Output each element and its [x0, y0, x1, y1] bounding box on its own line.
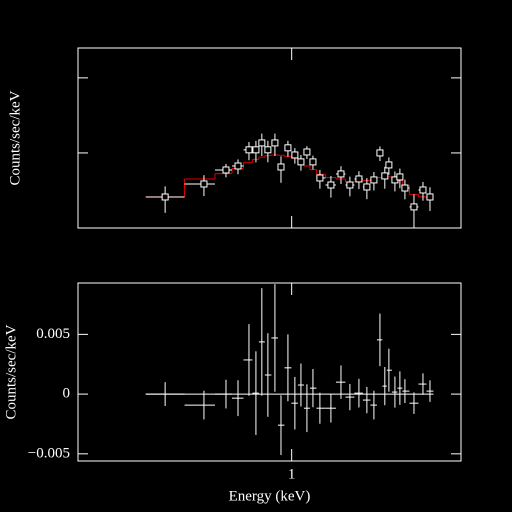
data-point — [410, 203, 418, 211]
data-point — [385, 161, 393, 169]
data-point — [258, 139, 266, 147]
data-point — [264, 146, 272, 154]
y-axis-label: Counts/sec/keV — [3, 324, 19, 419]
data-point — [291, 151, 299, 159]
data-point — [327, 181, 335, 189]
y-tick-label: 0.005 — [36, 326, 70, 342]
frame — [77, 282, 462, 462]
data-point — [355, 175, 363, 183]
y-tick-label: 0 — [63, 386, 71, 402]
data-point — [396, 173, 404, 181]
data-point — [316, 174, 324, 182]
y-tick-label: −0.005 — [28, 445, 70, 461]
data-point — [271, 139, 279, 147]
data-point — [252, 146, 260, 154]
data-point — [370, 176, 378, 184]
data-point — [234, 162, 242, 170]
y-axis-label: Counts/sec/keV — [7, 90, 23, 185]
data-point — [337, 170, 345, 178]
data-point — [401, 184, 409, 192]
data-point — [303, 148, 311, 156]
data-point — [419, 186, 427, 194]
data-point — [222, 166, 230, 174]
data-point — [346, 181, 354, 189]
data-point — [363, 183, 371, 191]
data-point — [200, 180, 208, 188]
data-point — [426, 193, 434, 201]
data-point — [297, 158, 305, 166]
data-point — [376, 149, 384, 157]
x-tick-label: 1 — [288, 466, 296, 482]
data-point — [284, 144, 292, 152]
data-point — [277, 163, 285, 171]
data-point — [245, 146, 253, 154]
data-point — [381, 172, 389, 180]
data-point — [161, 193, 169, 201]
frame — [77, 47, 462, 229]
data-point — [309, 158, 317, 166]
x-axis-label: Energy (keV) — [229, 488, 311, 504]
